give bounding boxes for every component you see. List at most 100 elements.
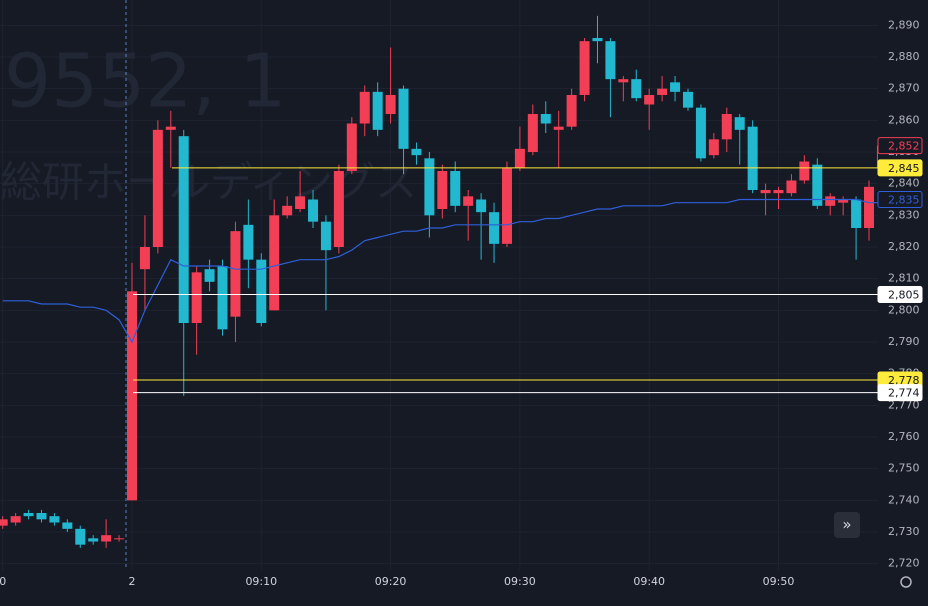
candle-body xyxy=(359,91,370,124)
y-tick-label: 2,890 xyxy=(888,18,920,31)
price-label-box xyxy=(877,191,923,208)
candle-body xyxy=(721,114,732,140)
y-tick-label: 2,790 xyxy=(888,335,920,348)
candle-body xyxy=(450,171,461,206)
candle-body xyxy=(747,126,758,190)
price-label: 2,774 xyxy=(888,387,920,400)
candle-body xyxy=(514,148,525,168)
x-tick-label: 09:20 xyxy=(375,575,407,588)
candle-body xyxy=(760,190,771,194)
candle-body xyxy=(308,199,319,222)
candle-body xyxy=(101,535,112,542)
candle-body xyxy=(114,538,125,540)
y-tick-label: 2,860 xyxy=(888,113,920,126)
y-tick-label: 2,720 xyxy=(888,557,920,570)
x-tick-label: 09:40 xyxy=(633,575,665,588)
candle-body xyxy=(346,123,357,171)
y-tick-label: 2,810 xyxy=(888,272,920,285)
candle-body xyxy=(682,91,693,108)
price-label-box xyxy=(877,286,923,303)
candle-body xyxy=(734,117,745,130)
candle-body xyxy=(825,196,836,206)
candle-body xyxy=(243,224,254,260)
y-tick-label: 2,880 xyxy=(888,50,920,63)
candle-body xyxy=(10,516,21,523)
candle-body xyxy=(864,186,875,228)
y-tick-label: 2,740 xyxy=(888,493,920,506)
candle-body xyxy=(217,266,228,330)
candle-body xyxy=(139,247,150,270)
y-tick-label: 2,820 xyxy=(888,240,920,253)
x-tick-label: 09:10 xyxy=(245,575,277,588)
candle-body xyxy=(256,259,267,323)
price-label: 2,845 xyxy=(888,162,920,175)
candle-body xyxy=(476,199,487,213)
candle-body xyxy=(230,231,241,317)
candle-body xyxy=(411,148,422,156)
scroll-button[interactable] xyxy=(834,512,860,538)
candle-body xyxy=(282,205,293,216)
candle-body xyxy=(36,513,47,520)
candle-body xyxy=(644,95,655,105)
candle-body xyxy=(489,212,500,244)
candle-body xyxy=(838,199,849,203)
x-tick-label: 2 xyxy=(129,575,136,588)
candle-body xyxy=(0,519,8,526)
candle-body xyxy=(670,82,681,92)
x-tick-label: 09:50 xyxy=(763,575,795,588)
scroll-icon: » xyxy=(842,516,851,534)
price-label: 2,805 xyxy=(888,289,920,302)
candle-body xyxy=(527,114,538,152)
candle-body xyxy=(372,91,383,130)
watermark-symbol: 9552, 1 xyxy=(4,39,286,125)
candle-body xyxy=(191,272,202,323)
candle-body xyxy=(385,95,396,114)
y-tick-label: 2,750 xyxy=(888,462,920,475)
vwap-line xyxy=(2,198,882,344)
price-label: 2,852 xyxy=(888,140,920,153)
candle-body xyxy=(463,196,474,206)
candle-body xyxy=(851,199,862,228)
candle-body xyxy=(579,41,590,95)
candle-body xyxy=(75,528,86,545)
candle-body xyxy=(812,164,823,206)
candle-body xyxy=(424,158,435,216)
candle-body xyxy=(605,41,616,80)
candle-body xyxy=(657,88,668,95)
axis: 2,7202,7302,7402,7502,7602,7702,7802,790… xyxy=(0,18,923,588)
candle-body xyxy=(165,126,176,130)
candle-body xyxy=(437,171,448,209)
candle-body xyxy=(88,538,99,542)
settings-button[interactable] xyxy=(900,576,912,588)
candle-body xyxy=(320,221,331,251)
candle-body xyxy=(23,513,34,517)
candle-body xyxy=(540,114,551,124)
candle-body xyxy=(49,516,60,523)
candle-body xyxy=(708,139,719,156)
candle-body xyxy=(592,38,603,42)
candle-body xyxy=(786,180,797,194)
x-tick-label: 0 xyxy=(0,575,6,588)
y-tick-label: 2,760 xyxy=(888,430,920,443)
candle-body xyxy=(269,215,280,311)
candle-body xyxy=(799,161,810,181)
candle-body xyxy=(295,196,306,209)
candle-body xyxy=(178,136,189,323)
candle-body xyxy=(501,167,512,244)
y-tick-label: 2,830 xyxy=(888,208,920,221)
candle-body xyxy=(127,291,137,501)
candle-body xyxy=(398,88,409,149)
y-tick-label: 2,770 xyxy=(888,398,920,411)
candle-body xyxy=(204,269,215,282)
candle-body xyxy=(631,79,642,99)
candle-body xyxy=(62,522,73,529)
y-tick-label: 2,800 xyxy=(888,303,920,316)
x-tick-label: 09:30 xyxy=(504,575,536,588)
price-label: 2,835 xyxy=(888,194,920,207)
candle-body xyxy=(333,171,344,247)
candle-body xyxy=(695,107,706,159)
price-label-box xyxy=(877,137,923,155)
